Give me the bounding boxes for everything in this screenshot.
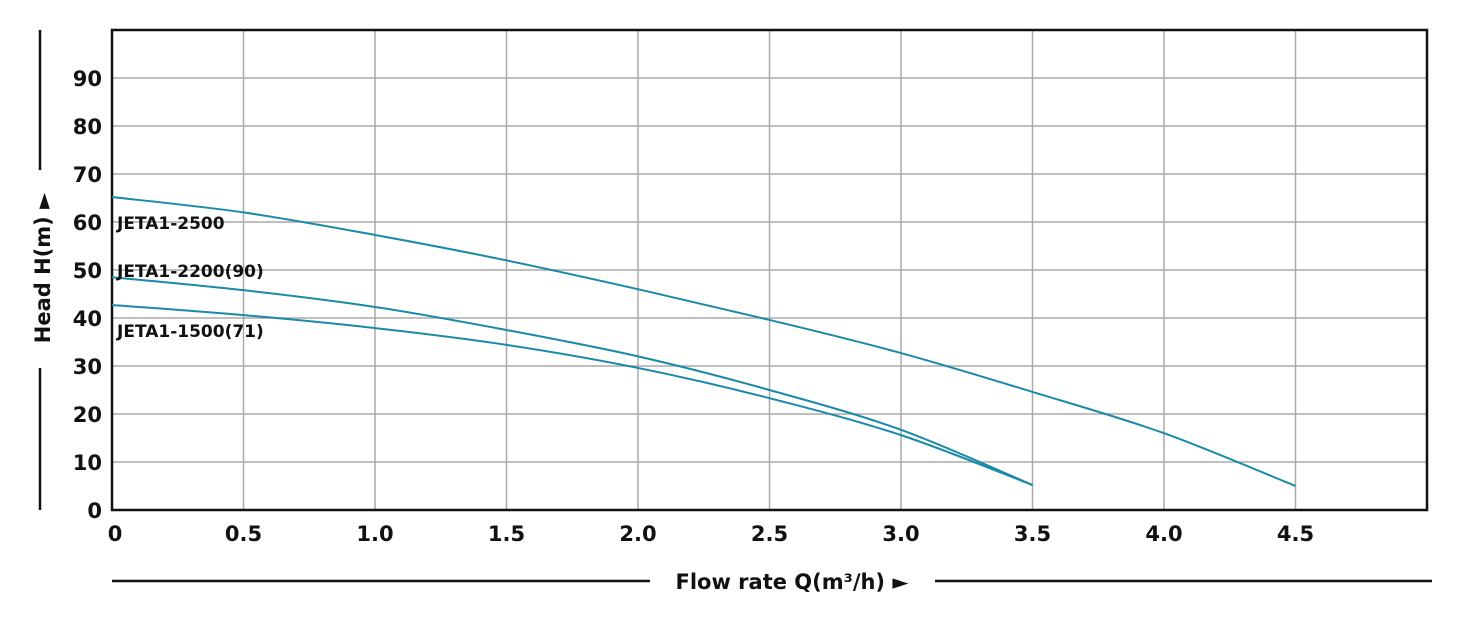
series-label: JETA1-1500(71) [116, 322, 264, 342]
x-tick-label: 3.0 [882, 522, 919, 546]
series-line-0 [111, 196, 1296, 487]
x-tick-label: 3.5 [1014, 522, 1051, 546]
x-tick-label: 1.5 [488, 522, 525, 546]
series-line-1 [111, 276, 1033, 486]
y-tick-label: 40 [73, 307, 102, 331]
series-label: JETA1-2500 [116, 214, 225, 234]
y-tick-label: 80 [73, 115, 102, 139]
y-tick-label: 50 [73, 259, 102, 283]
series-labels: JETA1-2500 JETA1-2200(90) JETA1-1500(71) [116, 214, 264, 342]
x-tick-label: 4.0 [1145, 522, 1182, 546]
y-axis-label: Head H(m) ► [31, 192, 55, 343]
plot-frame [110, 28, 1429, 512]
y-tick-label: 30 [73, 355, 102, 379]
y-tick-label: 20 [73, 403, 102, 427]
y-axis-ticks: 0 10 20 30 40 50 60 70 80 90 [73, 67, 102, 523]
x-tick-label: 0 [108, 522, 123, 546]
x-tick-label: 1.0 [356, 522, 393, 546]
grid [112, 30, 1427, 510]
y-tick-label: 10 [73, 451, 102, 475]
y-tick-label: 90 [73, 67, 102, 91]
x-axis-label: Flow rate Q(m³/h) ► [675, 570, 909, 594]
series-line-2 [111, 304, 1033, 486]
x-axis-ticks: 0 0.5 1.0 1.5 2.0 2.5 3.0 3.5 4.0 4.5 [108, 522, 1314, 546]
x-tick-label: 4.5 [1277, 522, 1314, 546]
y-tick-label: 60 [73, 211, 102, 235]
series-lines [111, 196, 1296, 487]
x-tick-label: 2.0 [619, 522, 656, 546]
y-tick-label: 0 [87, 499, 102, 523]
x-tick-label: 2.5 [751, 522, 788, 546]
series-label: JETA1-2200(90) [116, 262, 264, 282]
y-tick-label: 70 [73, 163, 102, 187]
x-tick-label: 0.5 [225, 522, 262, 546]
